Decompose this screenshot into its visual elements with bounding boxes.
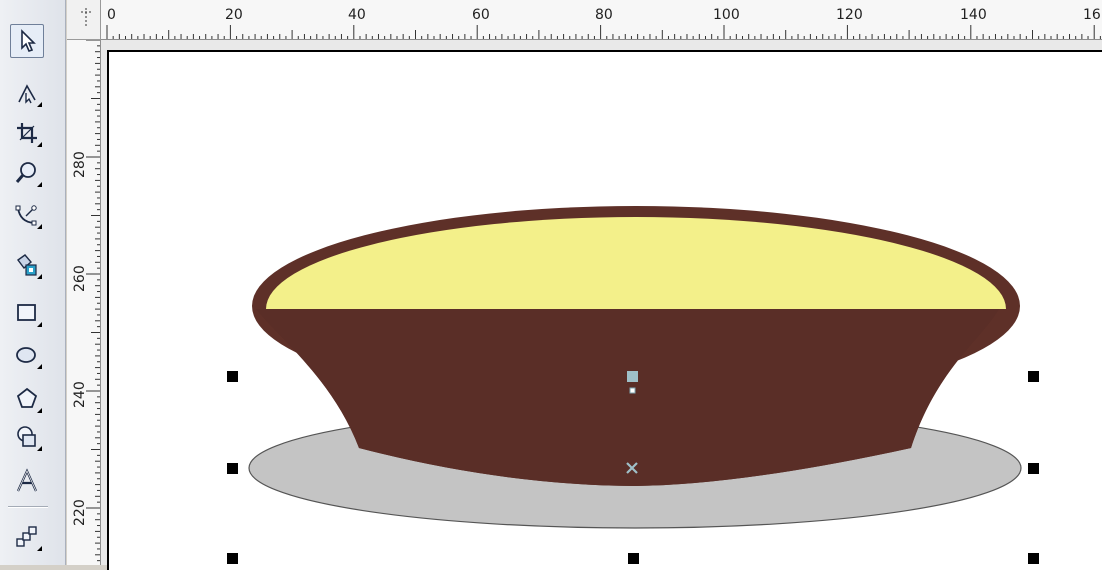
ruler-label: 120	[836, 7, 863, 23]
rectangle-icon	[17, 304, 36, 321]
selection-handle[interactable]	[1028, 371, 1039, 382]
flyout-indicator	[37, 182, 42, 187]
selection-handle[interactable]	[1028, 553, 1039, 564]
ruler-label: 0	[107, 7, 116, 23]
ruler-origin-corner[interactable]	[67, 0, 101, 40]
ruler-label: 240	[72, 381, 88, 408]
ruler-label: 100	[713, 7, 740, 23]
toolbox	[0, 0, 66, 565]
ruler-label: 16	[1083, 7, 1101, 23]
horizontal-ruler[interactable]: 0 20 40 60 80 100 120 140 16	[101, 0, 1102, 40]
flyout-indicator	[37, 408, 42, 413]
blend-steps-icon	[16, 526, 37, 547]
flyout-indicator	[37, 224, 42, 229]
ruler-label: 40	[348, 7, 366, 23]
flyout-indicator	[37, 446, 42, 451]
rotation-center-icon[interactable]	[626, 462, 638, 474]
node-marker-small	[629, 387, 636, 394]
drawing-canvas[interactable]	[101, 40, 1102, 570]
vertical-ruler-ticks	[86, 40, 100, 562]
magnifier-icon	[15, 162, 36, 183]
ruler-label: 260	[72, 265, 88, 292]
ruler-origin-icon	[81, 8, 91, 26]
ruler-label: 140	[960, 7, 987, 23]
text-a-icon	[16, 468, 38, 492]
shape-edit-icon	[18, 84, 36, 104]
ellipse-tool-button[interactable]	[10, 338, 44, 372]
selection-handle[interactable]	[227, 553, 238, 564]
ruler-label: 80	[595, 7, 613, 23]
ellipse-icon	[16, 347, 36, 363]
freehand-tool-button[interactable]	[10, 198, 44, 232]
ruler-label: 280	[72, 151, 88, 178]
node-marker[interactable]	[627, 371, 638, 382]
selection-handle[interactable]	[628, 553, 639, 564]
selection-handle[interactable]	[1028, 463, 1039, 474]
interactive-tool-button[interactable]	[10, 520, 44, 554]
basic-shapes-tool-button[interactable]	[10, 420, 44, 454]
flyout-indicator	[37, 274, 42, 279]
shape-tool-button[interactable]	[10, 76, 44, 110]
horizontal-ruler-ticks	[106, 25, 1101, 39]
zoom-tool-button[interactable]	[10, 156, 44, 190]
pointer-arrow-icon	[21, 29, 36, 52]
text-tool-button[interactable]	[10, 464, 44, 498]
crop-tool-button[interactable]	[10, 116, 44, 150]
flyout-indicator	[37, 102, 42, 107]
polygon-icon	[16, 387, 38, 408]
rectangle-tool-button[interactable]	[10, 296, 44, 330]
ruler-label: 20	[225, 7, 243, 23]
bowl-body-front	[256, 309, 999, 486]
smart-fill-tool-button[interactable]	[10, 248, 44, 282]
vertical-ruler[interactable]: 280 260 240 220	[67, 40, 101, 565]
smart-fill-icon	[17, 254, 37, 276]
ruler-label: 220	[72, 499, 88, 526]
drawing-artwork[interactable]	[101, 40, 1102, 565]
toolbox-separator	[8, 506, 48, 508]
flyout-indicator	[37, 142, 42, 147]
pick-tool-button[interactable]	[10, 24, 44, 58]
ruler-label: 60	[472, 7, 490, 23]
selection-handle[interactable]	[227, 463, 238, 474]
flyout-indicator	[37, 322, 42, 327]
basic-shapes-icon	[17, 426, 36, 447]
bowl-filling[interactable]	[266, 217, 1006, 309]
selection-handle[interactable]	[227, 371, 238, 382]
polygon-tool-button[interactable]	[10, 382, 44, 416]
flyout-indicator	[37, 364, 42, 369]
flyout-indicator	[37, 546, 42, 551]
selection-handles[interactable]	[227, 371, 1039, 564]
curve-nodes-icon	[15, 205, 37, 226]
crop-icon	[17, 123, 37, 143]
